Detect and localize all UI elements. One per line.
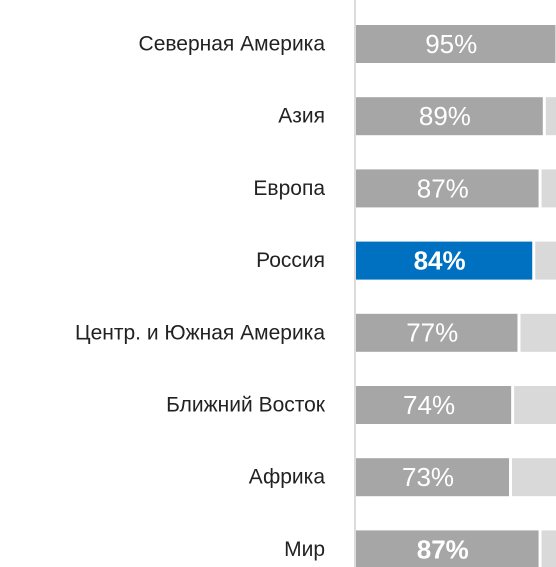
category-label: Центр. и Южная Америка xyxy=(75,321,325,344)
value-label: 87% xyxy=(417,534,469,564)
remainder xyxy=(535,241,556,280)
bar xyxy=(356,97,543,136)
value-label: 74% xyxy=(403,390,455,420)
remainder xyxy=(514,386,556,424)
remainder xyxy=(545,97,556,136)
bar xyxy=(356,530,539,567)
bar xyxy=(356,386,512,424)
category-label: Мир xyxy=(284,538,325,561)
value-label: 73% xyxy=(402,462,454,492)
value-label: 87% xyxy=(417,173,469,203)
category-label: Африка xyxy=(249,466,326,489)
bar xyxy=(356,458,510,497)
value-label: 84% xyxy=(414,245,466,275)
category-label: Азия xyxy=(278,105,325,128)
bar xyxy=(356,313,518,352)
remainder xyxy=(541,169,556,208)
bar xyxy=(356,25,556,63)
category-label: Россия xyxy=(256,249,325,272)
remainder xyxy=(520,313,556,352)
value-label: 95% xyxy=(425,29,477,59)
remainder xyxy=(541,530,556,567)
bar xyxy=(356,241,533,280)
bar xyxy=(356,169,539,208)
category-label: Европа xyxy=(253,177,325,200)
remainder xyxy=(512,458,556,497)
value-label: 89% xyxy=(419,101,471,131)
category-label: Ближний Восток xyxy=(166,394,326,417)
value-label: 77% xyxy=(406,318,458,348)
category-label: Северная Америка xyxy=(139,33,326,56)
